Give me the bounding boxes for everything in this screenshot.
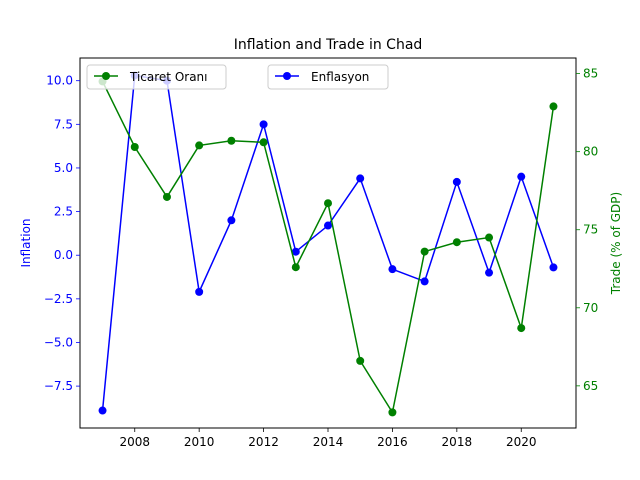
chart-title: Inflation and Trade in Chad xyxy=(234,37,423,53)
data-point-trade xyxy=(259,138,268,147)
legend-trade-label: Ticaret Oranı xyxy=(129,70,208,84)
data-point-trade xyxy=(195,141,204,150)
x-tick-label: 2018 xyxy=(442,435,473,449)
left-y-axis: −7.5 −5.0 −2.5 0.0 2.5 5.0 7.5 10.0 xyxy=(44,74,80,393)
data-point-trade xyxy=(162,192,171,201)
data-point-inflation xyxy=(291,247,300,256)
data-point-trade xyxy=(388,408,397,417)
data-point-trade xyxy=(549,102,558,111)
x-tick-label: 2014 xyxy=(313,435,344,449)
x-tick-label: 2020 xyxy=(506,435,537,449)
left-tick-label: −7.5 xyxy=(44,379,73,393)
legend-trade-box xyxy=(86,64,227,90)
data-point-trade xyxy=(485,233,494,242)
data-point-inflation xyxy=(517,172,526,181)
x-tick-label: 2012 xyxy=(248,435,279,449)
data-point-trade xyxy=(130,142,139,151)
left-axis-label: Inflation xyxy=(19,218,33,267)
data-point-trade xyxy=(324,199,332,208)
data-point-inflation xyxy=(549,263,558,272)
right-tick-label: 70 xyxy=(583,301,598,315)
plot-area xyxy=(98,71,558,417)
data-point-inflation xyxy=(259,120,268,129)
x-tick-label: 2010 xyxy=(184,435,215,449)
data-point-inflation xyxy=(452,177,461,186)
left-tick-label: 10.0 xyxy=(46,74,73,88)
data-point-trade xyxy=(291,263,300,272)
data-point-inflation xyxy=(195,287,204,296)
legend-inflation: Enflasyon xyxy=(267,64,389,90)
data-point-trade xyxy=(356,356,365,365)
data-point-inflation xyxy=(388,265,397,274)
legend-inflation-label: Enflasyon xyxy=(311,70,369,84)
data-point-trade xyxy=(227,136,236,145)
right-axis-label: Trade (% of GDP) xyxy=(609,192,623,295)
left-tick-label: 7.5 xyxy=(54,117,73,131)
x-axis: 2008 2010 2012 2014 2016 2018 2020 xyxy=(119,428,537,449)
legend-trade: Ticaret Oranı xyxy=(86,64,227,90)
legend-inflation-box xyxy=(267,64,389,90)
right-tick-label: 80 xyxy=(583,145,598,159)
x-tick-label: 2016 xyxy=(377,435,408,449)
right-tick-label: 75 xyxy=(583,223,598,237)
left-tick-label: −2.5 xyxy=(44,292,73,306)
right-tick-label: 85 xyxy=(583,67,598,81)
left-tick-label: −5.0 xyxy=(44,335,73,349)
legend-trade-marker xyxy=(102,72,110,80)
legend-inflation-marker xyxy=(283,72,291,80)
data-point-trade xyxy=(420,247,429,256)
x-tick-label: 2008 xyxy=(119,435,150,449)
right-tick-label: 65 xyxy=(583,379,598,393)
data-point-trade xyxy=(517,324,526,333)
data-point-inflation xyxy=(420,277,429,286)
data-point-inflation xyxy=(227,216,236,225)
data-point-inflation xyxy=(324,221,332,230)
left-tick-label: 0.0 xyxy=(54,248,73,262)
data-point-trade xyxy=(452,238,461,247)
data-point-inflation xyxy=(485,268,494,277)
right-y-axis: 65 70 75 80 85 xyxy=(576,67,598,393)
left-tick-label: 2.5 xyxy=(54,205,73,219)
data-point-inflation xyxy=(356,174,365,183)
data-point-inflation xyxy=(98,406,107,415)
left-tick-label: 5.0 xyxy=(54,161,73,175)
